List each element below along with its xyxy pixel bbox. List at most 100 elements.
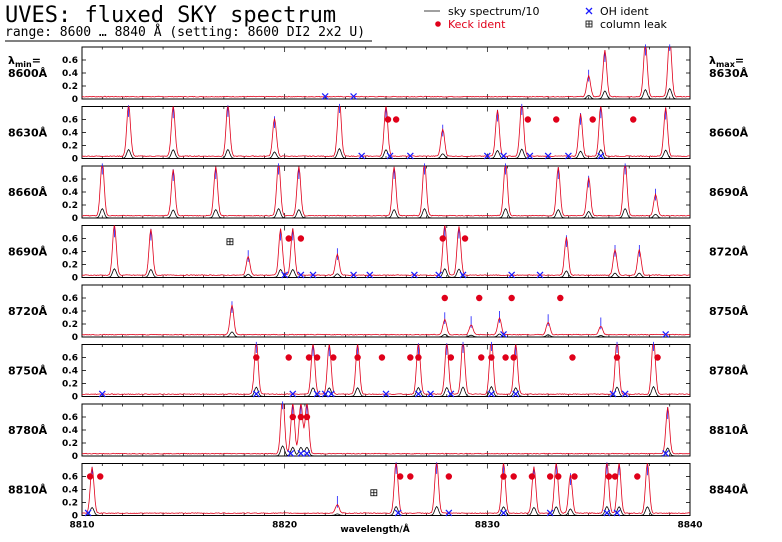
keck-ident-marker (384, 116, 392, 123)
keck-ident-marker (461, 235, 469, 242)
keck-ident-marker (285, 354, 292, 361)
oh-ident-marker (386, 152, 394, 160)
keck-ident-marker (528, 473, 536, 480)
y-tick-label: 0.2 (62, 261, 78, 271)
sky-spectrum-line (82, 505, 690, 516)
column-leak-plus (370, 489, 377, 496)
column-leak-plus (226, 238, 233, 245)
lambda-max-symbol: λ (709, 54, 716, 67)
panel-frame (81, 344, 691, 397)
oh-ident-marker (309, 271, 317, 279)
keck-ident-marker (445, 473, 453, 480)
lambda-min-label: 8600Å (8, 67, 48, 80)
oh-ident-marker (483, 152, 491, 160)
oh-ident-marker (327, 390, 335, 398)
lambda-max-sub: max (716, 60, 736, 69)
spectrum-panel: 0 0.2 0.4 0.6 8690Å 8720Å (8, 225, 749, 284)
y-tick-label: 0.2 (62, 380, 78, 390)
fluxed-spectrum-line (82, 166, 690, 217)
oh-ident-marker (289, 390, 297, 398)
keck-ident-marker (478, 354, 485, 361)
lambda-min-label: 8660Å (8, 186, 48, 199)
lambda-min-label: 8690Å (8, 246, 48, 259)
oh-ident-marker (406, 152, 414, 160)
oh-ident-marker (564, 152, 572, 160)
panel-frame (81, 225, 691, 278)
keck-ident-marker (557, 294, 564, 302)
y-tick-label: 0.4 (62, 307, 78, 317)
oh-ident-marker (435, 271, 443, 279)
keck-ident-marker (546, 473, 554, 480)
fluxed-spectrum-line (82, 304, 690, 336)
oh-ident-marker (84, 509, 92, 517)
sky-spectrum-line (82, 445, 690, 456)
oh-ident-marker (297, 271, 305, 279)
spectrum-panel: 0 0.2 0.4 0.6 8750Å 8780Å (8, 341, 749, 403)
fluxed-spectrum-line (82, 344, 690, 395)
oh-ident-marker (609, 390, 617, 398)
oh-ident-marker (350, 92, 357, 100)
y-tick-label: 0.4 (62, 69, 78, 79)
y-tick-label: 0 (72, 274, 78, 284)
fluxed-spectrum-line (82, 106, 690, 157)
y-tick-label: 0.4 (62, 367, 78, 377)
y-tick-label: 0.2 (62, 142, 78, 152)
keck-ident-marker (630, 116, 637, 123)
lambda-max-label: 8840Å (709, 484, 749, 497)
lambda-max-eq: = (735, 54, 744, 67)
lambda-max-label: 8720Å (709, 246, 749, 259)
keck-ident-marker (415, 354, 422, 361)
oh-ident-marker (512, 390, 520, 398)
sky-spectrum-line (82, 207, 690, 218)
keck-ident-marker (488, 354, 495, 361)
keck-ident-marker (392, 116, 400, 123)
oh-ident-marker (415, 390, 422, 398)
keck-ident-marker (605, 473, 613, 480)
oh-ident-marker (597, 152, 605, 160)
keck-ident-marker (305, 354, 313, 361)
x-tick-label: 8830 (475, 521, 500, 531)
y-tick-label: 0.4 (62, 248, 78, 258)
y-tick-label: 0.4 (62, 188, 78, 198)
fluxed-spectrum-line (82, 463, 690, 514)
lambda-min-header: λmin= (8, 54, 41, 69)
keck-ident-marker (555, 473, 562, 480)
y-tick-label: 0.4 (62, 426, 78, 436)
keck-ident-marker (396, 473, 404, 480)
spectrum-panel: 0 0.2 0.4 0.6 8810Å 8840Å 8810 8820 8830 8840 (8, 462, 749, 531)
x-tick-label: 8820 (272, 521, 297, 531)
oh-ident-marker (459, 271, 467, 279)
oh-ident-marker (447, 390, 455, 398)
legend-label-sky: sky spectrum/10 (448, 5, 539, 18)
keck-ident-marker (441, 294, 448, 302)
y-tick-label: 0 (72, 333, 78, 343)
sky-spectrum-line (82, 87, 690, 99)
keck-ident-marker (508, 294, 515, 302)
spectrum-panel: 0 0.2 0.4 0.6 8630Å 8660Å (8, 103, 749, 165)
fluxed-spectrum-line (82, 404, 690, 455)
y-tick-label: 0.6 (62, 473, 78, 483)
oh-ident-marker (613, 509, 621, 517)
sky-spectrum-line (82, 268, 690, 278)
lambda-max-label: 8690Å (709, 186, 749, 199)
keck-ident-marker (303, 413, 311, 421)
keck-ident-marker (297, 235, 305, 242)
panel-frame (81, 403, 691, 457)
oh-ident-marker (358, 152, 366, 160)
panel-frame (81, 463, 691, 516)
keck-ident-marker (86, 473, 94, 480)
lambda-min-label: 8720Å (8, 305, 48, 318)
y-tick-label: 0.6 (62, 413, 78, 423)
y-tick-label: 0.2 (62, 201, 78, 211)
keck-ident-marker (524, 116, 532, 123)
keck-ident-marker (285, 235, 292, 242)
fluxed-spectrum-line (82, 225, 690, 276)
legend-label-leak: column leak (600, 18, 668, 31)
oh-ident-marker (350, 271, 357, 279)
lambda-max-label: 8750Å (709, 305, 749, 318)
oh-ident-marker (98, 390, 106, 398)
legend-label-oh: OH ident (600, 5, 649, 18)
y-tick-label: 0.6 (62, 294, 78, 304)
keck-ident-marker (654, 354, 661, 361)
